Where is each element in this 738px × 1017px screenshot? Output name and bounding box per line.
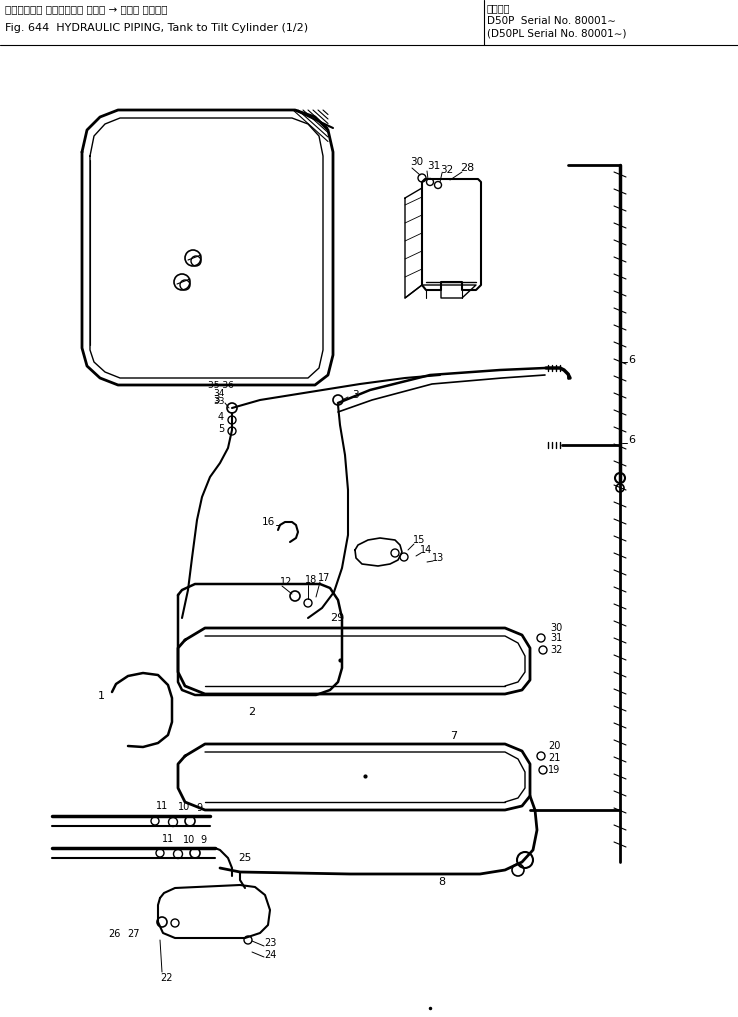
Text: 20: 20 [548, 741, 560, 751]
Text: ハイドロック パイピング， タンク → チルト シリンダ: ハイドロック パイピング， タンク → チルト シリンダ [5, 4, 168, 14]
Text: 23: 23 [264, 938, 276, 948]
Text: 7: 7 [450, 731, 457, 741]
Text: 4: 4 [218, 412, 224, 422]
Text: 5: 5 [218, 424, 224, 434]
Text: D50P  Serial No. 80001∼: D50P Serial No. 80001∼ [487, 16, 616, 26]
Text: 10: 10 [183, 835, 196, 845]
Text: 31: 31 [427, 161, 441, 171]
Text: 17: 17 [318, 573, 331, 583]
Text: 1: 1 [98, 691, 105, 701]
Text: 22: 22 [160, 973, 173, 983]
Text: 6: 6 [628, 435, 635, 445]
Text: 2: 2 [248, 707, 255, 717]
Text: 3: 3 [213, 395, 220, 405]
Text: 34: 34 [213, 390, 224, 399]
Text: Fig. 644  HYDRAULIC PIPING, Tank to Tilt Cylinder (1/2): Fig. 644 HYDRAULIC PIPING, Tank to Tilt … [5, 23, 308, 33]
Text: 28: 28 [460, 163, 475, 173]
Text: 8: 8 [438, 877, 445, 887]
Text: 9: 9 [196, 803, 202, 813]
Text: 31: 31 [550, 633, 562, 643]
Text: 29: 29 [330, 613, 344, 623]
Text: 15: 15 [413, 535, 425, 545]
Text: 19: 19 [548, 765, 560, 775]
Text: 適用号機: 適用号機 [487, 3, 511, 13]
Text: 25: 25 [238, 853, 251, 863]
Text: (D50PL Serial No. 80001∼): (D50PL Serial No. 80001∼) [487, 29, 627, 39]
Text: 30: 30 [550, 623, 562, 633]
Text: 14: 14 [420, 545, 432, 555]
Text: 9: 9 [200, 835, 206, 845]
Text: 11: 11 [156, 801, 168, 811]
Text: 16: 16 [262, 517, 275, 527]
Text: 18: 18 [305, 575, 317, 585]
Text: 32: 32 [550, 645, 562, 655]
Text: 21: 21 [548, 753, 560, 763]
Text: 11: 11 [162, 834, 174, 844]
Text: 24: 24 [264, 950, 276, 960]
Text: 12: 12 [280, 577, 292, 587]
Text: 35 36: 35 36 [208, 380, 234, 390]
Text: 10: 10 [178, 802, 190, 812]
Text: 26: 26 [108, 929, 120, 939]
Text: 32: 32 [440, 165, 453, 175]
Text: 3: 3 [352, 390, 359, 400]
Text: 6: 6 [628, 355, 635, 365]
Text: 27: 27 [127, 929, 139, 939]
Text: 30: 30 [410, 157, 423, 167]
Text: 13: 13 [432, 553, 444, 563]
Text: 33: 33 [213, 398, 224, 407]
